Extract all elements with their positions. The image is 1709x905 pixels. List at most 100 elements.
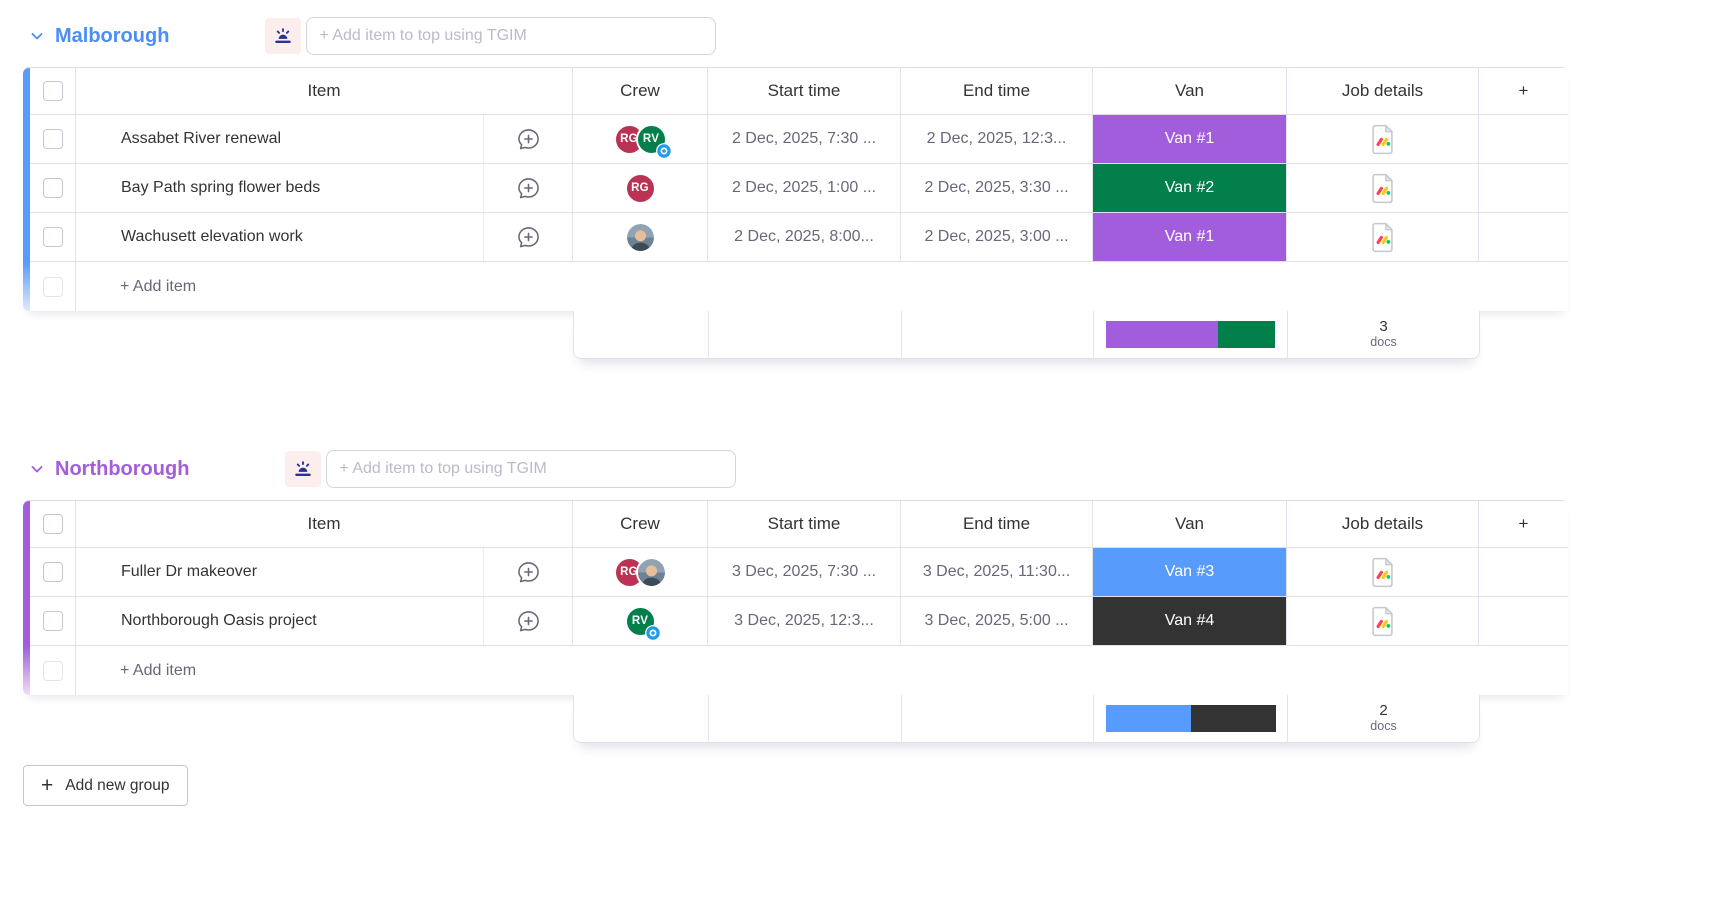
workdoc-icon[interactable] <box>1369 173 1396 204</box>
van-distribution-bar[interactable] <box>1105 321 1276 348</box>
van-distribution-segment[interactable] <box>1105 321 1218 348</box>
item-name-cell[interactable]: Wachusett elevation work <box>76 213 484 262</box>
column-header-van[interactable]: Van <box>1093 68 1287 115</box>
column-header-job-details[interactable]: Job details <box>1287 501 1479 548</box>
job-details-cell[interactable] <box>1287 115 1479 164</box>
column-header-end-time[interactable]: End time <box>901 501 1093 548</box>
group-summary-row: 3 docs <box>573 311 1480 359</box>
start-time-cell[interactable]: 3 Dec, 2025, 12:3... <box>708 597 901 646</box>
end-time-cell[interactable]: 3 Dec, 2025, 5:00 ... <box>901 597 1093 646</box>
van-distribution-segment[interactable] <box>1105 705 1191 732</box>
crew-cell[interactable]: RG RV <box>573 115 708 164</box>
crew-cell[interactable] <box>573 213 708 262</box>
workdoc-icon[interactable] <box>1369 124 1396 155</box>
van-cell[interactable]: Van #1 <box>1093 115 1287 164</box>
select-all-checkbox[interactable] <box>42 81 63 101</box>
row-checkbox[interactable] <box>42 562 63 582</box>
add-conversation-icon[interactable] <box>515 608 542 635</box>
add-conversation-icon[interactable] <box>515 175 542 202</box>
end-time-cell[interactable]: 2 Dec, 2025, 12:3... <box>901 115 1093 164</box>
add-conversation-cell[interactable] <box>484 213 573 262</box>
select-all-cell <box>30 501 76 548</box>
group-table: Item Crew Start time End time Van Job de… <box>23 67 1568 311</box>
van-cell[interactable]: Van #2 <box>1093 164 1287 213</box>
add-conversation-icon[interactable] <box>515 224 542 251</box>
end-time-cell[interactable]: 2 Dec, 2025, 3:00 ... <box>901 213 1093 262</box>
column-header-start-time[interactable]: Start time <box>708 501 901 548</box>
add-item-row[interactable]: + Add item <box>23 262 1568 311</box>
van-cell[interactable]: Van #3 <box>1093 548 1287 597</box>
select-all-checkbox[interactable] <box>42 514 63 534</box>
crew-avatar[interactable]: RG <box>624 172 656 204</box>
add-column-icon[interactable]: + <box>1479 68 1568 115</box>
chevron-down-icon[interactable] <box>23 22 51 50</box>
add-conversation-cell[interactable] <box>484 115 573 164</box>
add-conversation-cell[interactable] <box>484 164 573 213</box>
add-conversation-cell[interactable] <box>484 597 573 646</box>
column-header-item[interactable]: Item <box>76 501 573 548</box>
row-checkbox[interactable] <box>42 611 63 631</box>
van-distribution-bar[interactable] <box>1105 705 1276 732</box>
group-color-bar <box>23 68 30 115</box>
row-select-cell <box>30 548 76 597</box>
crew-photo-avatar[interactable] <box>624 221 656 253</box>
add-column-icon[interactable]: + <box>1479 501 1568 548</box>
row-checkbox[interactable] <box>42 227 63 247</box>
add-item-button[interactable]: + Add item <box>76 262 1568 311</box>
start-time-cell[interactable]: 2 Dec, 2025, 8:00... <box>708 213 901 262</box>
van-cell[interactable]: Van #4 <box>1093 597 1287 646</box>
start-time-cell[interactable]: 2 Dec, 2025, 1:00 ... <box>708 164 901 213</box>
crew-cell[interactable]: RV <box>573 597 708 646</box>
crew-cell[interactable]: RG <box>573 548 708 597</box>
group-title[interactable]: Malborough <box>55 24 170 47</box>
job-details-cell[interactable] <box>1287 548 1479 597</box>
add-item-top-input[interactable] <box>306 17 717 55</box>
item-name: Northborough Oasis project <box>121 612 317 629</box>
crew-avatar[interactable]: RV <box>624 605 661 641</box>
van-distribution-segment[interactable] <box>1190 705 1276 732</box>
crew-photo-avatar[interactable] <box>635 556 667 588</box>
column-header-end-time[interactable]: End time <box>901 68 1093 115</box>
crew-avatar[interactable]: RV <box>635 123 672 159</box>
item-name-cell[interactable]: Assabet River renewal <box>76 115 484 164</box>
crew-photo <box>624 221 656 253</box>
item-name-cell[interactable]: Bay Path spring flower beds <box>76 164 484 213</box>
add-conversation-icon[interactable] <box>515 559 542 586</box>
group-title[interactable]: Northborough <box>55 457 190 480</box>
item-name-cell[interactable]: Northborough Oasis project <box>76 597 484 646</box>
job-details-cell[interactable] <box>1287 213 1479 262</box>
add-conversation-cell[interactable] <box>484 548 573 597</box>
end-time-cell[interactable]: 3 Dec, 2025, 11:30... <box>901 548 1093 597</box>
van-cell[interactable]: Van #1 <box>1093 213 1287 262</box>
row-select-cell <box>30 597 76 646</box>
chevron-down-icon[interactable] <box>23 455 51 483</box>
table-header-row: Item Crew Start time End time Van Job de… <box>23 68 1568 115</box>
column-header-start-time[interactable]: Start time <box>708 68 901 115</box>
workdoc-icon[interactable] <box>1369 222 1396 253</box>
start-time-cell[interactable]: 2 Dec, 2025, 7:30 ... <box>708 115 901 164</box>
column-header-van[interactable]: Van <box>1093 501 1287 548</box>
add-new-group-button[interactable]: + Add new group <box>23 765 188 806</box>
column-header-crew[interactable]: Crew <box>573 501 708 548</box>
add-item-row[interactable]: + Add item <box>23 646 1568 695</box>
crew-cell[interactable]: RG <box>573 164 708 213</box>
sunrise-icon <box>265 18 302 54</box>
end-time-cell[interactable]: 2 Dec, 2025, 3:30 ... <box>901 164 1093 213</box>
row-checkbox[interactable] <box>42 129 63 149</box>
job-details-cell[interactable] <box>1287 597 1479 646</box>
column-header-crew[interactable]: Crew <box>573 68 708 115</box>
add-item-top-input[interactable] <box>326 450 737 488</box>
add-conversation-icon[interactable] <box>515 126 542 153</box>
column-header-job-details[interactable]: Job details <box>1287 68 1479 115</box>
start-time-cell[interactable]: 3 Dec, 2025, 7:30 ... <box>708 548 901 597</box>
item-name-cell[interactable]: Fuller Dr makeover <box>76 548 484 597</box>
workdoc-icon[interactable] <box>1369 557 1396 588</box>
add-item-button[interactable]: + Add item <box>76 646 1568 695</box>
board-groups: Malborough <box>23 14 1709 743</box>
workdoc-icon[interactable] <box>1369 606 1396 637</box>
job-details-cell[interactable] <box>1287 164 1479 213</box>
row-checkbox[interactable] <box>42 178 63 198</box>
van-distribution-segment[interactable] <box>1217 321 1276 348</box>
column-header-item[interactable]: Item <box>76 68 573 115</box>
tgim-add-item-box <box>285 450 737 488</box>
